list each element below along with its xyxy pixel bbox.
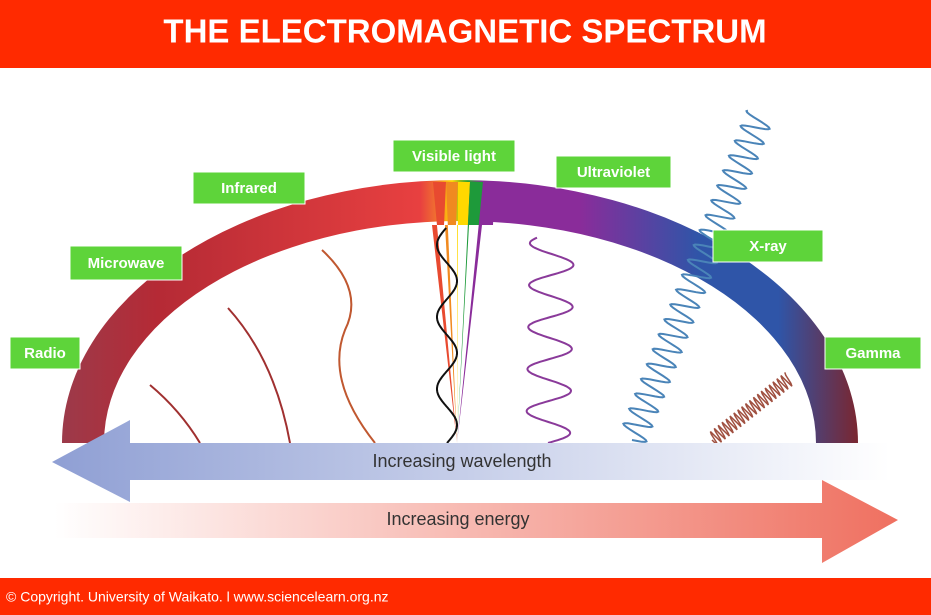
label-box xyxy=(824,336,922,370)
energy-arrow: Increasing energy xyxy=(55,480,898,563)
visible-band xyxy=(432,182,457,443)
spectrum-arc xyxy=(62,180,858,443)
band-label: Visible light xyxy=(412,148,496,165)
band-label: X-ray xyxy=(749,238,787,255)
visible-band xyxy=(445,182,458,443)
waves xyxy=(149,109,793,446)
footer-bar xyxy=(0,578,931,615)
radio-wave xyxy=(149,384,201,444)
label-box xyxy=(69,245,183,281)
footer: © Copyright. University of Waikato. l ww… xyxy=(6,589,389,605)
arrow-label: Increasing wavelength xyxy=(372,451,551,471)
microwave-wave xyxy=(227,307,291,444)
title: THE ELECTROMAGNETIC SPECTRUM xyxy=(163,13,766,50)
visible-band xyxy=(457,182,495,443)
label-box xyxy=(392,139,516,173)
band-label: Microwave xyxy=(88,255,165,272)
infrared-wave xyxy=(321,249,376,444)
label-box xyxy=(555,155,672,189)
band-label: Gamma xyxy=(845,345,901,362)
arrow xyxy=(52,420,890,502)
band-label: Radio xyxy=(24,345,66,362)
visible-wave xyxy=(436,227,458,444)
labels: Radio Microwave Infrared Visible light Ultra… xyxy=(9,139,922,370)
xray-wave xyxy=(622,109,771,443)
label-box xyxy=(9,336,81,370)
header-bar xyxy=(0,0,931,68)
band-label: Ultraviolet xyxy=(577,164,650,181)
ultraviolet-wave xyxy=(525,236,575,444)
band-label: Infrared xyxy=(221,180,277,197)
arrow xyxy=(55,480,898,563)
label-box xyxy=(712,229,824,263)
arrow-label: Increasing energy xyxy=(386,509,529,529)
label-box xyxy=(192,171,306,205)
visible-band xyxy=(457,182,483,443)
wavelength-arrow: Increasing wavelength xyxy=(52,420,890,502)
gamma-wave xyxy=(709,372,793,446)
